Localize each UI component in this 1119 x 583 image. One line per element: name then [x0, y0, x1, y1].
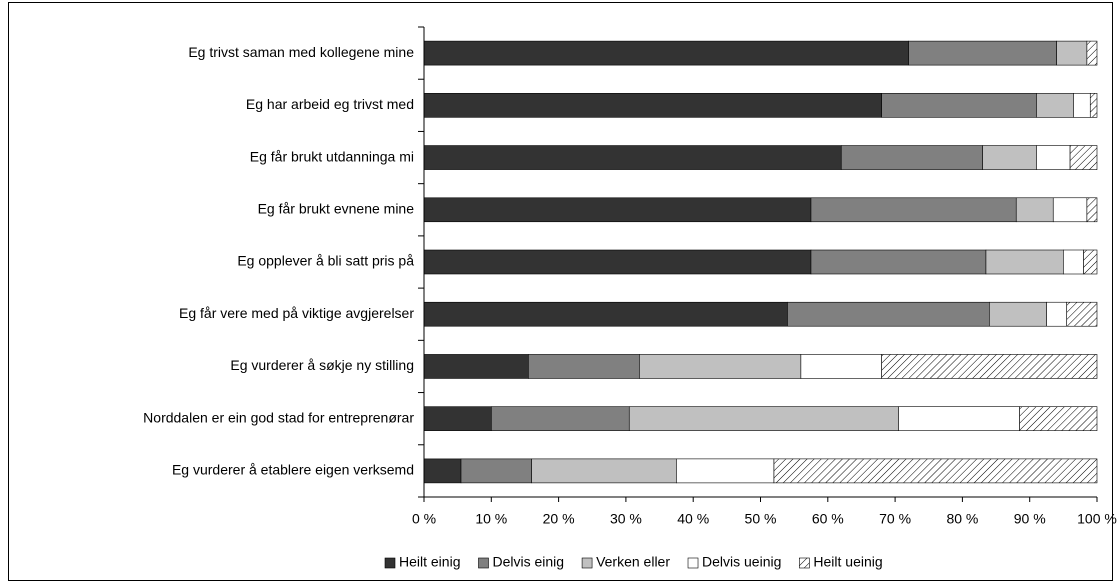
- bar-segment: [1066, 301, 1098, 327]
- bar-segment: [531, 458, 677, 484]
- bar-segment: [1036, 93, 1074, 118]
- x-tick-label: 10 %: [475, 511, 507, 527]
- x-tick-label: 40 %: [677, 511, 709, 527]
- bar-segment: [1052, 197, 1088, 223]
- bar-segment: [1086, 40, 1098, 66]
- bar-segment: [528, 354, 640, 379]
- legend-swatch: [687, 557, 699, 569]
- y-tick-label: Eg får brukt evnene mine: [258, 200, 415, 216]
- bar-segment: [423, 354, 529, 379]
- bar-segment: [800, 354, 882, 379]
- bar-segment: [423, 145, 842, 170]
- x-tick-label: 90 %: [1014, 511, 1046, 527]
- x-tick-label: 0 %: [412, 511, 436, 527]
- bar-segment: [1073, 93, 1091, 118]
- y-tick-label: Eg får vere med på viktige avgjerelser: [179, 305, 414, 321]
- y-tick-label: Eg trivst saman med kollegene mine: [188, 44, 414, 60]
- bar-segment: [881, 354, 1098, 379]
- chart-frame: [8, 2, 1113, 581]
- bar-segment: [1056, 40, 1088, 66]
- x-tick-label: 70 %: [879, 511, 911, 527]
- bar-segment: [1086, 197, 1098, 223]
- bar-segment: [985, 249, 1064, 275]
- bar-segment: [490, 406, 630, 431]
- legend-label: Verken eller: [596, 554, 670, 570]
- bar-segment: [1083, 249, 1098, 275]
- y-tick-label: Eg får brukt utdanninga mi: [250, 148, 414, 164]
- bar-segment: [773, 458, 1098, 484]
- bar-segment: [423, 249, 812, 275]
- bar-segment: [1046, 301, 1068, 327]
- y-tick-label: Norddalen er ein god stad for entreprenø…: [143, 409, 414, 425]
- bar-segment: [810, 249, 987, 275]
- bar-segment: [810, 197, 1017, 223]
- legend-label: Delvis einig: [492, 554, 564, 570]
- bar-segment: [1069, 145, 1098, 170]
- legend-swatch: [478, 557, 489, 569]
- bar-segment: [1019, 406, 1098, 431]
- bar-segment: [423, 93, 882, 118]
- bar-segment: [1063, 249, 1084, 275]
- bar-segment: [676, 458, 775, 484]
- y-tick-label: Eg har arbeid eg trivst med: [246, 96, 414, 112]
- legend-swatch: [799, 557, 810, 569]
- bar-segment: [908, 40, 1057, 66]
- y-tick-label: Eg opplever å bli satt pris på: [237, 253, 414, 269]
- bar-segment: [423, 301, 788, 327]
- bar-segment: [423, 406, 492, 431]
- x-tick-label: 50 %: [745, 511, 777, 527]
- legend-swatch: [581, 557, 593, 569]
- bar-segment: [628, 406, 899, 431]
- bar-segment: [989, 301, 1047, 327]
- bar-segment: [1089, 93, 1098, 118]
- bar-segment: [1036, 145, 1071, 170]
- bar-segment: [840, 145, 983, 170]
- x-tick-label: 30 %: [610, 511, 642, 527]
- x-tick-label: 80 %: [946, 511, 978, 527]
- bar-segment: [898, 406, 1020, 431]
- legend-label: Delvis ueinig: [702, 554, 781, 570]
- x-tick-label: 60 %: [812, 511, 844, 527]
- bar-segment: [881, 93, 1037, 118]
- legend-label: Heilt einig: [399, 554, 460, 570]
- bar-segment: [423, 458, 462, 484]
- bar-segment: [982, 145, 1037, 170]
- bar-segment: [1015, 197, 1054, 223]
- legend-label: Heilt ueinig: [813, 554, 882, 570]
- y-tick-label: Eg vurderer å søkje ny stilling: [230, 357, 414, 373]
- bar-segment: [423, 197, 812, 223]
- y-tick-label: Eg vurderer å etablere eigen verksemd: [172, 462, 414, 478]
- x-tick-label: 100 %: [1077, 511, 1117, 527]
- bar-segment: [787, 301, 990, 327]
- bar-segment: [423, 40, 909, 66]
- bar-segment: [639, 354, 802, 379]
- bar-segment: [460, 458, 532, 484]
- legend-swatch: [384, 557, 396, 569]
- x-tick-label: 20 %: [543, 511, 575, 527]
